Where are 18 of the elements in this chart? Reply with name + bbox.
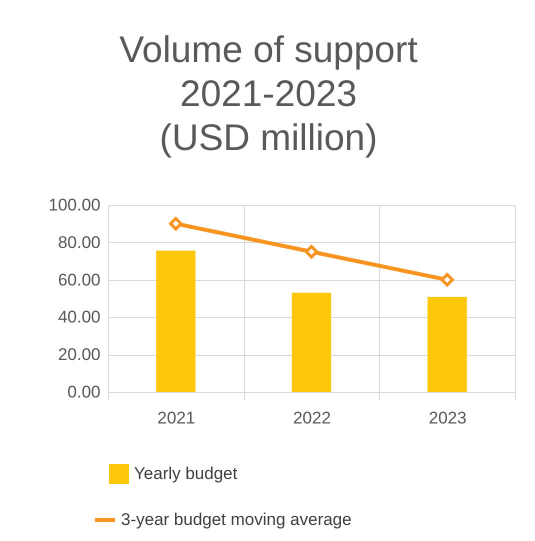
point [304,245,318,258]
legend-label: 3-year budget moving average [121,510,352,529]
x-tick-label: 2022 [293,408,331,428]
bar [292,292,332,392]
y-tick-label: 40.00 [58,308,100,327]
y-tick-label: 80.00 [58,232,100,252]
x-tick-label: 2023 [428,408,467,428]
y-tick-label: 0.00 [67,382,100,402]
chart-title: Volume of support 2021-2023 (USD million) [119,29,418,158]
y-tick-label: 100.00 [48,196,100,214]
bar [156,250,196,392]
y-tick-label: 60.00 [58,270,100,290]
y-tick-label: 20.00 [58,345,100,364]
point [440,273,454,287]
x-tick-label: 2021 [157,408,196,428]
bar [427,296,467,392]
point [169,216,183,230]
legend-label: Yearly budget [134,464,238,483]
